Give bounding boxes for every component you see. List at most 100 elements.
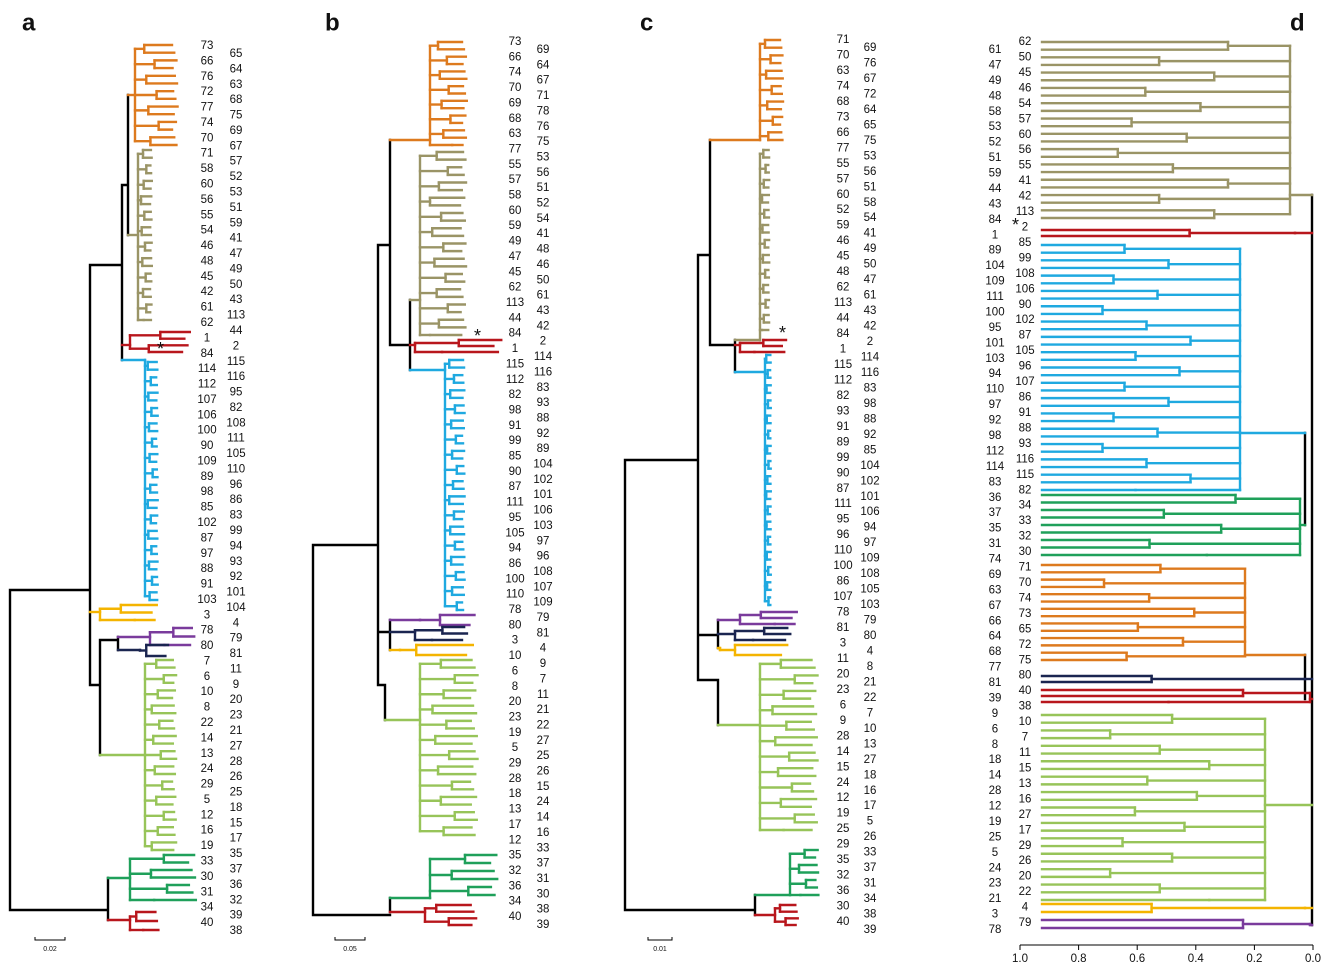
leaf-label: 32 <box>837 870 850 882</box>
leaf-label: 68 <box>837 96 850 108</box>
leaf-label: 94 <box>230 540 243 552</box>
leaf-label: 25 <box>989 831 1002 843</box>
leaf-label: 55 <box>509 159 522 171</box>
leaf-label: 90 <box>509 466 522 478</box>
leaf-label: 59 <box>837 220 850 232</box>
scale-bar <box>334 937 366 941</box>
leaf-label: 5 <box>512 742 518 754</box>
leaf-label: 6 <box>204 671 210 683</box>
leaf-label: 57 <box>1019 113 1032 125</box>
scale-bar-label: 0.05 <box>343 946 357 953</box>
leaf-label: 54 <box>537 213 550 225</box>
leaf-label: 41 <box>1019 175 1032 187</box>
leaf-label: 27 <box>1019 809 1032 821</box>
leaf-label: 64 <box>230 63 243 75</box>
leaf-label: 33 <box>1019 515 1032 527</box>
leaf-label: 45 <box>509 266 522 278</box>
leaf-label: 2 <box>540 336 546 348</box>
leaf-label: 58 <box>509 190 522 202</box>
leaf-label: 96 <box>837 529 850 541</box>
leaf-label: 50 <box>864 259 877 271</box>
leaf-label: 116 <box>534 366 552 378</box>
leaf-label: 101 <box>860 491 879 503</box>
leaf-label: 43 <box>864 305 877 317</box>
leaf-label: 21 <box>864 676 877 688</box>
leaf-label: 73 <box>201 40 214 52</box>
leaf-label: 10 <box>864 723 877 735</box>
leaf-label: 35 <box>837 854 850 866</box>
x-tick-label: 0.6 <box>1129 953 1145 965</box>
leaf-label: 97 <box>864 537 877 549</box>
leaf-label: 101 <box>533 489 552 501</box>
tree <box>311 40 503 927</box>
leaf-label: 49 <box>509 236 522 248</box>
asterisk: * <box>474 326 481 346</box>
leaf-label: 65 <box>864 119 877 131</box>
leaf-label: 23 <box>230 710 243 722</box>
leaf-label: 115 <box>1016 469 1034 481</box>
backbone <box>311 138 412 917</box>
backbone <box>1303 193 1314 927</box>
leaf-label: 14 <box>201 732 214 744</box>
leaf-label: 113 <box>506 297 524 309</box>
leaf-label: 37 <box>537 858 550 870</box>
leaf-label: 112 <box>506 374 524 386</box>
leaf-label: 80 <box>509 619 522 631</box>
leaf-label: 17 <box>509 819 522 831</box>
leaf-label: 94 <box>989 368 1002 380</box>
leaf-label: 95 <box>989 322 1002 334</box>
leaf-label: 86 <box>1019 392 1032 404</box>
leaf-label: 48 <box>989 90 1002 102</box>
leaf-label: 114 <box>861 352 880 364</box>
leaf-label: 40 <box>837 916 850 928</box>
scale-bar-label: 0.02 <box>43 946 57 953</box>
leaf-label: 114 <box>198 363 217 375</box>
leaf-label: 53 <box>230 187 243 199</box>
leaf-label: 112 <box>986 445 1004 457</box>
leaf-label: 26 <box>230 771 243 783</box>
leaf-label: 58 <box>989 106 1002 118</box>
leaf-label: 100 <box>197 425 216 437</box>
leaf-label: 44 <box>230 325 243 337</box>
leaf-label: 112 <box>834 374 852 386</box>
leaf-label: 32 <box>509 865 522 877</box>
leaf-label: 113 <box>834 297 852 309</box>
leaf-label: 99 <box>230 525 243 537</box>
leaf-label: 11 <box>837 653 849 665</box>
leaf-label: 22 <box>201 717 214 729</box>
leaf-label: 20 <box>230 694 243 706</box>
leaf-label: 91 <box>837 421 850 433</box>
leaf-label: 81 <box>837 622 850 634</box>
leaf-label: 29 <box>509 758 522 770</box>
leaf-label: 99 <box>837 452 850 464</box>
leaf-label: 13 <box>509 804 522 816</box>
leaf-label: 68 <box>509 113 522 125</box>
leaf-label: 52 <box>230 171 243 183</box>
leaf-label: 97 <box>537 535 550 547</box>
leaf-label: 18 <box>509 788 522 800</box>
leaf-label: 83 <box>537 382 550 394</box>
leaf-label: 111 <box>834 498 851 510</box>
leaf-label: 84 <box>837 328 850 340</box>
leaf-label: 76 <box>537 121 550 133</box>
leaf-label: 89 <box>537 443 550 455</box>
leaf-label: 82 <box>1019 484 1032 496</box>
leaf-label: 80 <box>864 630 877 642</box>
leaf-label: 102 <box>533 474 552 486</box>
leaf-label: 73 <box>1019 608 1032 620</box>
leaf-label: 81 <box>989 677 1002 689</box>
leaf-label: 43 <box>537 305 550 317</box>
leaf-label: 46 <box>1019 82 1032 94</box>
leaf-label: 2 <box>233 340 239 352</box>
leaf-label: 3 <box>512 635 518 647</box>
leaf-label: 29 <box>201 779 214 791</box>
leaf-label: 34 <box>509 896 522 908</box>
leaf-label: 59 <box>509 220 522 232</box>
leaf-label: 19 <box>509 727 522 739</box>
leaf-label: 86 <box>837 576 850 588</box>
leaf-label: 4 <box>233 617 240 629</box>
leaf-label: 51 <box>537 182 550 194</box>
asterisk: * <box>779 323 786 343</box>
leaf-label: 105 <box>860 584 879 596</box>
leaf-label: 49 <box>864 243 877 255</box>
